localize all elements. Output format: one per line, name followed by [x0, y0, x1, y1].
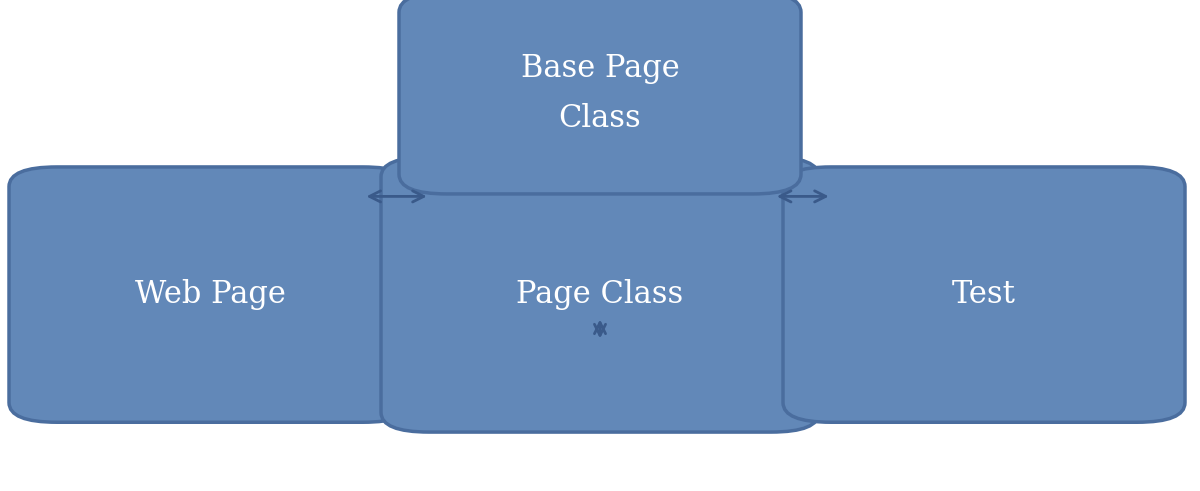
FancyBboxPatch shape	[382, 157, 820, 432]
Text: Test: Test	[952, 279, 1016, 310]
FancyBboxPatch shape	[782, 167, 1184, 422]
FancyBboxPatch shape	[8, 167, 412, 422]
Text: Page Class: Page Class	[516, 279, 684, 310]
Text: Web Page: Web Page	[134, 279, 286, 310]
FancyBboxPatch shape	[398, 0, 802, 194]
Text: Base Page
Class: Base Page Class	[521, 53, 679, 134]
